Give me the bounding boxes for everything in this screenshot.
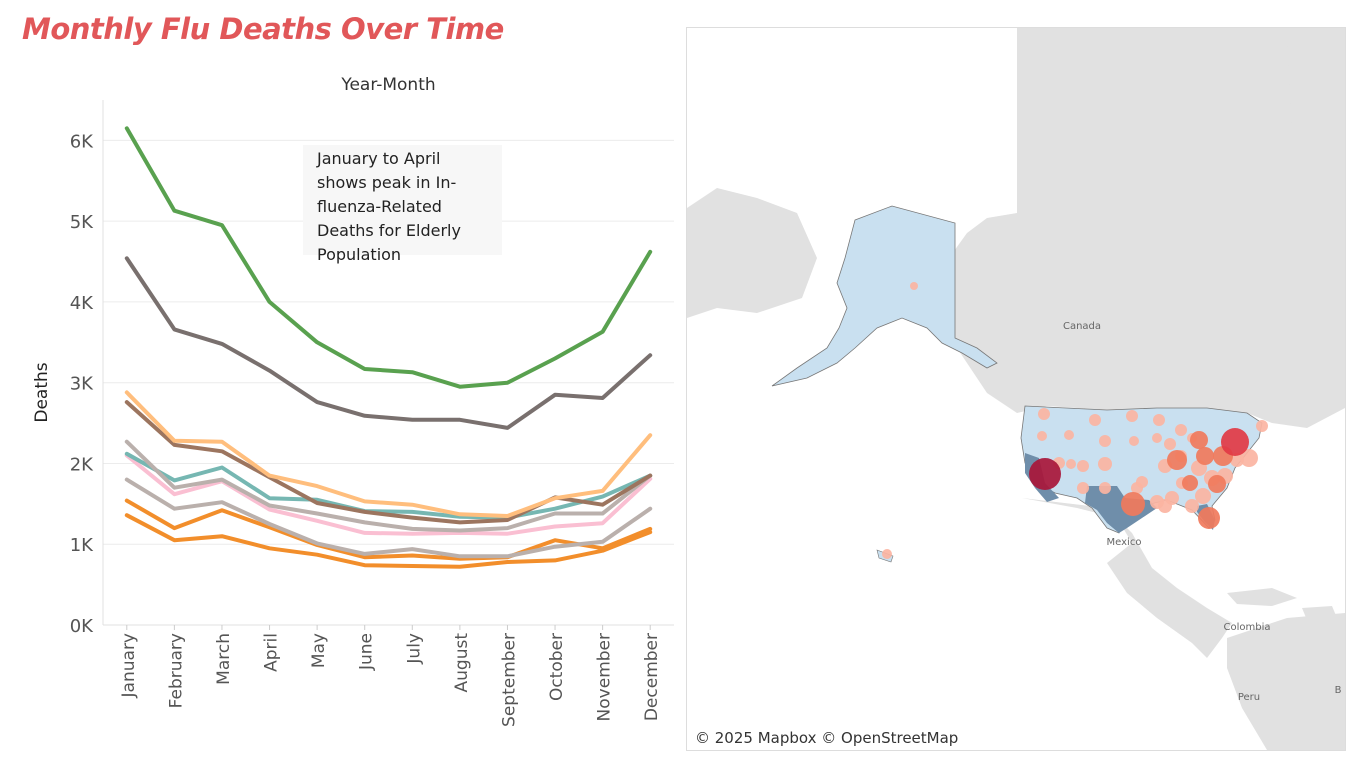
map-marker[interactable]: [1158, 499, 1172, 513]
x-tick-label: June: [357, 633, 377, 671]
map-markers: [882, 282, 1268, 559]
map-marker[interactable]: [1221, 428, 1249, 456]
map-label: B: [1335, 685, 1342, 696]
map-marker[interactable]: [1195, 488, 1211, 504]
map-marker[interactable]: [1121, 492, 1145, 516]
series-line: [124, 256, 653, 430]
land-greenland: [1287, 28, 1345, 198]
map-label: Mexico: [1107, 537, 1142, 548]
map-marker[interactable]: [1185, 499, 1199, 513]
map-label: Colombia: [1224, 622, 1271, 633]
land-island: [1037, 38, 1127, 123]
chart-annotation: January to April shows peak in In-fluenza…: [303, 145, 502, 264]
series-line: [124, 513, 653, 569]
map-marker[interactable]: [1152, 433, 1162, 443]
map-marker[interactable]: [1099, 482, 1111, 494]
chart-series: [124, 126, 653, 569]
chart-axes: 0K 1K 2K 3K 4K 5K 6K January February March April M…: [32, 75, 674, 727]
x-tick-label: November: [595, 633, 615, 721]
map-marker[interactable]: [1256, 420, 1268, 432]
x-tick-label: December: [642, 633, 662, 721]
map-label: Canada: [1063, 321, 1101, 332]
map-marker[interactable]: [1089, 414, 1101, 426]
land-cuba: [1227, 588, 1297, 606]
series-line: [124, 453, 653, 536]
map-attribution[interactable]: © 2025 Mapbox © OpenStreetMap: [691, 728, 963, 748]
y-axis-title: Deaths: [32, 362, 52, 422]
map-marker[interactable]: [1037, 431, 1047, 441]
map-marker[interactable]: [1064, 430, 1074, 440]
series-line: [124, 126, 653, 389]
map-labels: Canada Mexico Colombia Peru B: [1063, 321, 1342, 703]
annotation-text: January to April shows peak in In-fluenza…: [316, 149, 461, 264]
x-tick-label: August: [452, 633, 472, 693]
map-marker[interactable]: [1077, 460, 1089, 472]
map-marker[interactable]: [882, 549, 892, 559]
y-tick-label: 2K: [70, 454, 94, 475]
series-line: [124, 498, 653, 561]
page-title: Monthly Flu Deaths Over Time: [22, 12, 504, 46]
x-tick-label: October: [547, 633, 567, 701]
map-marker[interactable]: [1153, 414, 1165, 426]
y-tick-label: 6K: [70, 131, 94, 152]
y-tick-label: 4K: [70, 293, 94, 314]
map-marker[interactable]: [1029, 458, 1061, 490]
y-tick-label: 1K: [70, 535, 94, 556]
map-marker[interactable]: [1198, 507, 1220, 529]
x-tick-label: September: [499, 633, 519, 727]
series-line: [124, 439, 653, 533]
map-marker[interactable]: [1098, 457, 1112, 471]
map-marker[interactable]: [910, 282, 918, 290]
map-marker[interactable]: [1196, 447, 1214, 465]
map-panel[interactable]: Canada Mexico Colombia Peru B © 2025 Mapbox …: [686, 27, 1346, 751]
y-tick-label: 3K: [70, 374, 94, 395]
map-marker[interactable]: [1126, 410, 1138, 422]
map-marker[interactable]: [1038, 408, 1050, 420]
land-south-america: [1227, 613, 1345, 750]
series-line: [124, 390, 653, 518]
map-marker[interactable]: [1182, 475, 1198, 491]
map-marker[interactable]: [1167, 450, 1187, 470]
map-marker[interactable]: [1129, 436, 1139, 446]
map-marker[interactable]: [1190, 431, 1208, 449]
x-axis-title: Year-Month: [340, 75, 435, 95]
land-mexico: [1022, 498, 1232, 658]
series-line: [124, 477, 653, 559]
y-tick-label: 0K: [70, 616, 94, 637]
state-alaska: [771, 205, 998, 387]
x-tick-label: January: [119, 633, 139, 698]
state-texas: [1085, 486, 1157, 533]
x-tick-label: May: [309, 633, 329, 668]
map[interactable]: Canada Mexico Colombia Peru B: [687, 28, 1345, 750]
map-marker[interactable]: [1240, 449, 1258, 467]
map-marker[interactable]: [1077, 482, 1089, 494]
map-marker[interactable]: [1099, 435, 1111, 447]
land-canada: [942, 28, 1345, 428]
x-tick-label: February: [166, 633, 186, 708]
annotation-box: [303, 145, 502, 255]
land-asia: [687, 188, 817, 318]
line-chart: 0K 1K 2K 3K 4K 5K 6K January February March April M…: [32, 75, 674, 727]
x-tick-label: March: [214, 633, 234, 685]
map-marker[interactable]: [1164, 438, 1176, 450]
map-marker[interactable]: [1136, 476, 1148, 488]
x-tick-label: July: [404, 633, 424, 665]
map-marker[interactable]: [1208, 475, 1226, 493]
series-line: [124, 451, 653, 520]
y-tick-label: 5K: [70, 212, 94, 233]
land-island: [1137, 28, 1247, 138]
x-tick-label: April: [262, 633, 282, 672]
map-label: Peru: [1238, 692, 1260, 703]
map-marker[interactable]: [1066, 459, 1076, 469]
map-marker[interactable]: [1175, 424, 1187, 436]
map-base: [687, 28, 1345, 750]
